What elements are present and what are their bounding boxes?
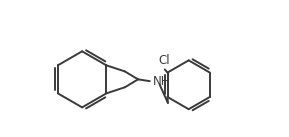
Text: Cl: Cl: [158, 54, 170, 67]
Text: NH: NH: [153, 75, 170, 88]
